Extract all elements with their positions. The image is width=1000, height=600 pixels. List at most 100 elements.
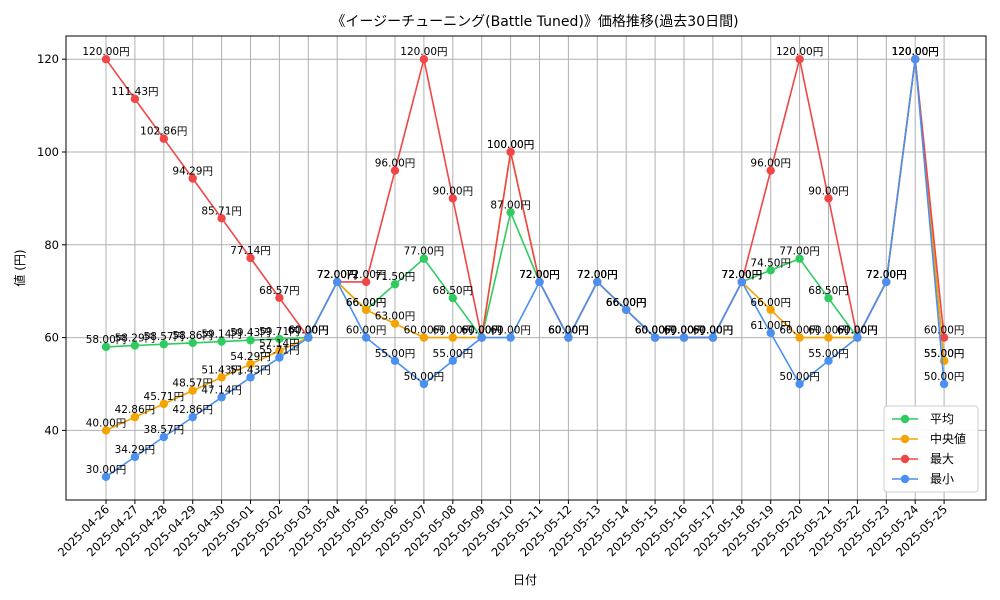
data-label: 72.00円 bbox=[577, 269, 618, 281]
data-point bbox=[188, 386, 197, 395]
data-point bbox=[795, 254, 804, 263]
data-label: 68.50円 bbox=[433, 285, 474, 297]
data-point bbox=[361, 277, 371, 287]
data-label: 60.00円 bbox=[288, 325, 329, 337]
data-label: 60.00円 bbox=[346, 325, 387, 337]
data-point bbox=[217, 373, 226, 382]
data-label: 100.00円 bbox=[487, 139, 534, 151]
legend-label: 最大 bbox=[930, 452, 954, 466]
data-label: 60.00円 bbox=[664, 325, 705, 337]
chart-title: 《イージーチューニング(Battle Tuned)》価格推移(過去30日間) bbox=[331, 14, 738, 30]
data-point bbox=[448, 194, 457, 203]
data-label: 111.43円 bbox=[111, 86, 158, 98]
data-label: 77.00円 bbox=[404, 246, 445, 258]
legend-marker bbox=[900, 434, 910, 444]
legend-label: 中央値 bbox=[930, 431, 966, 446]
data-point bbox=[564, 333, 573, 342]
data-label: 42.86円 bbox=[115, 404, 156, 416]
data-point bbox=[217, 393, 226, 402]
data-label: 59.43円 bbox=[230, 327, 271, 339]
data-label: 120.00円 bbox=[82, 46, 129, 58]
data-label: 120.00円 bbox=[892, 46, 939, 58]
data-label: 72.00円 bbox=[866, 269, 907, 281]
data-point bbox=[246, 373, 255, 382]
data-label: 55.00円 bbox=[375, 348, 416, 360]
legend-marker bbox=[900, 454, 910, 464]
data-label: 85.71円 bbox=[201, 205, 242, 217]
data-label: 55.00円 bbox=[924, 348, 965, 360]
data-label: 60.00円 bbox=[635, 325, 676, 337]
data-point bbox=[824, 293, 833, 303]
data-label-layer: 58.00円58.29円58.57円58.86円59.14円59.43円59.7… bbox=[82, 46, 964, 476]
data-label: 68.50円 bbox=[808, 285, 849, 297]
data-label: 60.00円 bbox=[461, 325, 502, 337]
data-label: 66.00円 bbox=[750, 297, 791, 309]
data-label: 72.00円 bbox=[866, 269, 907, 281]
data-label: 59.71円 bbox=[259, 326, 300, 338]
data-point bbox=[188, 174, 197, 183]
data-label: 60.00円 bbox=[635, 325, 676, 337]
data-point bbox=[506, 208, 515, 217]
data-label: 60.00円 bbox=[288, 325, 329, 337]
data-point bbox=[275, 353, 284, 362]
data-point bbox=[506, 333, 515, 342]
data-label: 59.14円 bbox=[201, 329, 242, 341]
data-point bbox=[275, 293, 284, 303]
data-label: 102.86円 bbox=[140, 126, 187, 138]
data-point bbox=[708, 333, 718, 342]
data-label: 72.00円 bbox=[722, 269, 763, 281]
data-point bbox=[361, 305, 371, 314]
data-point bbox=[159, 432, 168, 442]
data-point bbox=[217, 337, 226, 346]
y-tick-label: 120 bbox=[37, 52, 59, 66]
data-label: 60.00円 bbox=[779, 325, 820, 337]
data-label: 60.00円 bbox=[433, 325, 474, 337]
data-point bbox=[506, 147, 515, 157]
data-label: 60.00円 bbox=[924, 325, 965, 337]
data-point bbox=[217, 214, 226, 223]
data-label: 60.00円 bbox=[664, 325, 705, 337]
data-label: 47.14円 bbox=[201, 384, 242, 396]
series-line-最大 bbox=[105, 58, 945, 340]
y-axis: 40 60 80 100 120 bbox=[37, 52, 66, 437]
data-label: 96.00円 bbox=[750, 158, 791, 170]
data-point bbox=[275, 334, 284, 344]
data-label: 45.71円 bbox=[144, 391, 185, 403]
data-label: 60.00円 bbox=[548, 325, 589, 337]
legend-box bbox=[883, 405, 979, 493]
data-point bbox=[275, 346, 284, 356]
y-axis-label: 値 (円) bbox=[12, 249, 27, 286]
data-point bbox=[390, 356, 400, 365]
data-label: 61.00円 bbox=[750, 320, 791, 332]
data-point bbox=[419, 55, 429, 64]
data-label: 72.00円 bbox=[577, 269, 618, 281]
data-label: 60.00円 bbox=[664, 325, 705, 337]
y-tick-label: 100 bbox=[37, 145, 59, 159]
plot-frame bbox=[65, 35, 987, 501]
data-label: 60.00円 bbox=[461, 325, 502, 337]
data-point bbox=[159, 399, 168, 409]
data-label: 72.00円 bbox=[519, 269, 560, 281]
data-point bbox=[795, 55, 804, 64]
data-point bbox=[795, 379, 804, 389]
data-label: 51.43円 bbox=[201, 364, 242, 376]
data-label: 55.00円 bbox=[808, 348, 849, 360]
data-label: 72.00円 bbox=[722, 269, 763, 281]
y-tick-label: 80 bbox=[44, 238, 59, 252]
data-point bbox=[477, 333, 486, 342]
data-label: 66.00円 bbox=[606, 297, 647, 309]
data-point bbox=[911, 55, 920, 64]
data-label: 120.00円 bbox=[892, 46, 939, 58]
data-point bbox=[824, 333, 833, 342]
data-label: 72.00円 bbox=[577, 269, 618, 281]
data-label: 120.00円 bbox=[400, 46, 447, 58]
legend-marker bbox=[900, 414, 910, 424]
data-label: 60.00円 bbox=[635, 325, 676, 337]
data-label: 60.00円 bbox=[635, 325, 676, 337]
data-point bbox=[766, 166, 775, 175]
data-point bbox=[419, 379, 429, 389]
legend-label: 平均 bbox=[930, 412, 954, 426]
data-label: 68.57円 bbox=[259, 285, 300, 297]
data-point bbox=[419, 254, 429, 263]
